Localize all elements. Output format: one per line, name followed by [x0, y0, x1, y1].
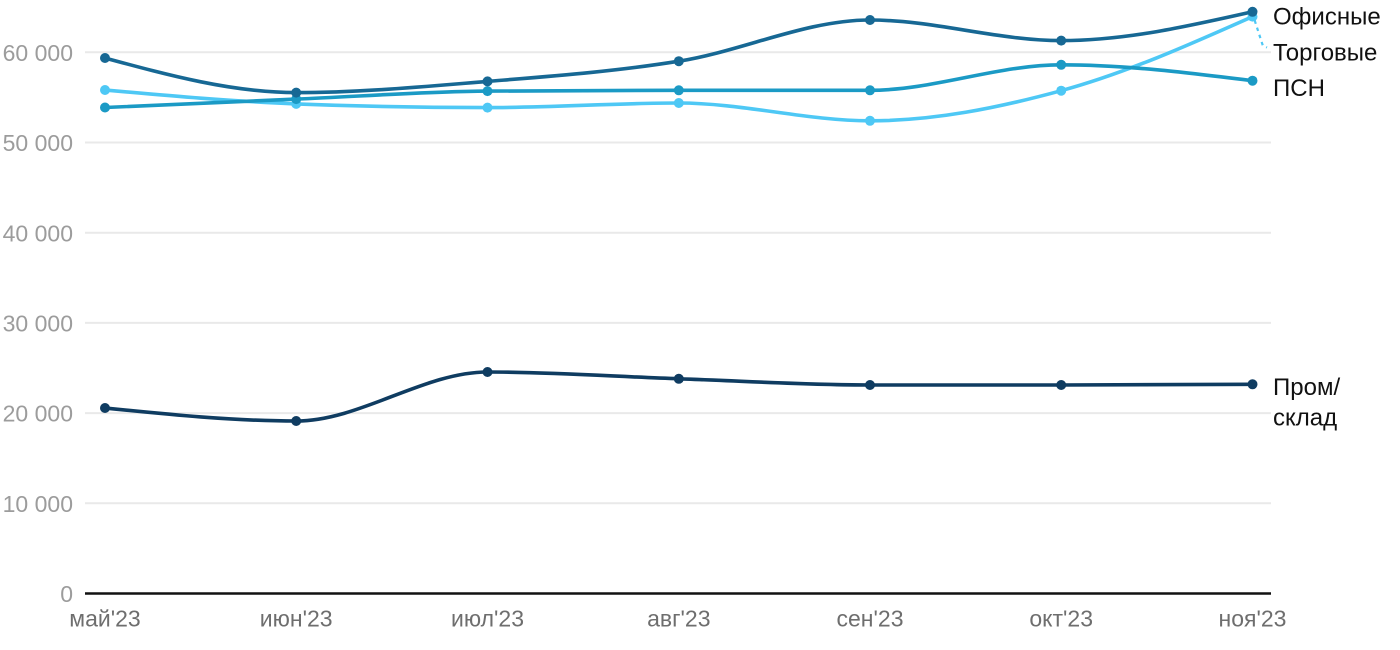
- svg-text:50 000: 50 000: [3, 130, 73, 156]
- svg-text:ноя'23: ноя'23: [1219, 606, 1287, 632]
- svg-text:30 000: 30 000: [3, 311, 73, 337]
- svg-text:сен'23: сен'23: [837, 606, 904, 632]
- svg-text:Пром/: Пром/: [1273, 374, 1340, 401]
- svg-text:0: 0: [60, 581, 73, 607]
- svg-text:склад: склад: [1273, 404, 1337, 431]
- svg-text:40 000: 40 000: [3, 220, 73, 246]
- svg-text:окт'23: окт'23: [1029, 606, 1093, 632]
- svg-text:май'23: май'23: [69, 606, 140, 632]
- svg-text:июл'23: июл'23: [451, 606, 524, 632]
- svg-text:авг'23: авг'23: [647, 606, 710, 632]
- svg-text:Торговые: Торговые: [1273, 40, 1377, 67]
- svg-text:20 000: 20 000: [3, 401, 73, 427]
- svg-text:ПСН: ПСН: [1273, 75, 1325, 102]
- svg-text:10 000: 10 000: [3, 491, 73, 517]
- svg-text:июн'23: июн'23: [260, 606, 333, 632]
- svg-text:60 000: 60 000: [3, 40, 73, 66]
- svg-text:Офисные: Офисные: [1273, 3, 1381, 30]
